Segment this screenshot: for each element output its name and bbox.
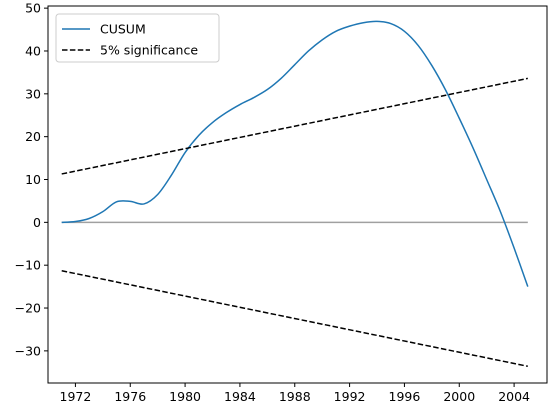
legend-label: CUSUM [100, 22, 146, 37]
x-tick-label: 1972 [60, 389, 92, 404]
y-tick-label: 30 [25, 86, 41, 101]
x-tick-label: 1980 [169, 389, 201, 404]
x-tick-label: 1976 [114, 389, 146, 404]
y-tick-label: 40 [25, 43, 41, 58]
y-tick-label: −10 [15, 258, 41, 273]
series-layer [61, 20, 529, 368]
legend: CUSUM 5% significance [55, 13, 220, 63]
x-tick-label: 1996 [389, 389, 421, 404]
legend-label: 5% significance [100, 43, 198, 58]
axes-frame [47, 5, 548, 384]
x-tick-label: 1988 [279, 389, 311, 404]
series-line-upper-significance [61, 77, 528, 175]
y-tick-label: 20 [25, 129, 41, 144]
x-axis-ticks: 1972 1976 1980 1984 1988 1992 1996 2000 2004 [60, 383, 530, 404]
y-tick-label: −20 [15, 301, 41, 316]
y-tick-label: 0 [33, 215, 41, 230]
x-tick-label: 1984 [224, 389, 256, 404]
y-tick-label: −30 [15, 343, 41, 358]
x-tick-label: 1992 [334, 389, 366, 404]
x-tick-label: 2000 [443, 389, 475, 404]
y-tick-label: 10 [25, 172, 41, 187]
series-line-cusum [61, 20, 529, 287]
x-tick-label: 2004 [498, 389, 530, 404]
series-line-lower-significance [61, 270, 528, 368]
y-tick-label: 50 [25, 1, 41, 16]
legend-box [55, 13, 220, 63]
y-axis-ticks: −30 −20 −10 0 10 20 30 40 50 [15, 1, 48, 358]
